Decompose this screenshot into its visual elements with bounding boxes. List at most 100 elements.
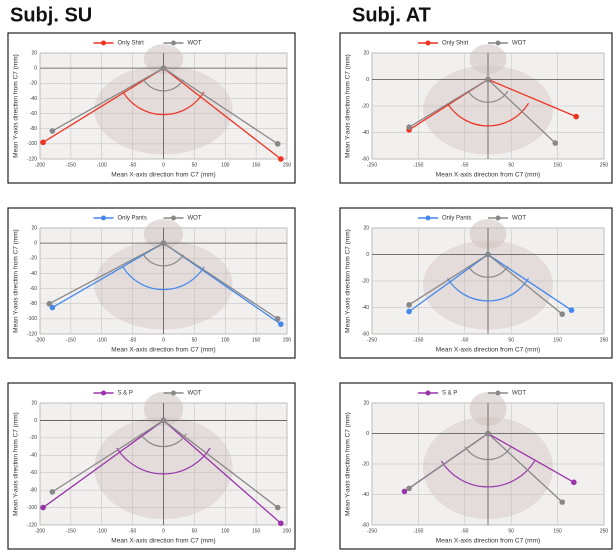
- legend-label: WOT: [512, 216, 526, 222]
- data-point: [278, 156, 284, 162]
- x-tick-label: -150: [66, 337, 76, 343]
- y-tick-label: 20: [363, 50, 369, 56]
- x-tick-label: -50: [129, 337, 136, 343]
- x-tick-label: -50: [461, 337, 468, 343]
- x-tick-label: 50: [192, 162, 198, 168]
- legend-label: Only Pants: [118, 216, 147, 222]
- x-tick-label: -100: [97, 337, 107, 343]
- legend-marker: [171, 216, 176, 221]
- x-tick-label: -250: [367, 528, 377, 534]
- legend-label: Only Shirt: [118, 41, 145, 47]
- data-point: [402, 489, 408, 495]
- x-tick-label: 50: [508, 337, 514, 343]
- x-tick-label: -150: [66, 162, 76, 168]
- x-tick-label: -150: [413, 528, 423, 534]
- legend-marker: [101, 216, 106, 221]
- y-tick-label: -60: [30, 286, 37, 292]
- x-tick-label: 0: [162, 337, 165, 343]
- data-point: [573, 114, 579, 120]
- x-tick-label: -150: [66, 528, 76, 534]
- x-tick-label: -150: [413, 162, 423, 168]
- chart-panel: 200-20-40-60-250-150-5050150250Mean X-ax…: [340, 383, 612, 549]
- y-tick-label: 20: [363, 225, 369, 231]
- data-point: [275, 141, 281, 147]
- data-point: [406, 302, 412, 308]
- x-tick-label: 250: [600, 162, 609, 168]
- x-tick-label: -250: [367, 337, 377, 343]
- y-tick-label: -20: [30, 256, 37, 262]
- data-point: [50, 128, 56, 134]
- y-tick-label: -40: [30, 453, 37, 459]
- x-axis-label: Mean X-axis direction from C7 (mm): [436, 538, 540, 545]
- data-point: [278, 321, 284, 327]
- y-tick-label: -40: [362, 305, 369, 311]
- y-tick-label: 20: [31, 225, 37, 231]
- x-tick-label: -50: [129, 528, 136, 534]
- chart-panel: 200-20-40-60-80-100-120-200-150-100-5005…: [8, 208, 295, 358]
- y-tick-label: -100: [27, 505, 37, 511]
- y-tick-label: -20: [362, 278, 369, 284]
- data-point: [485, 431, 491, 437]
- x-tick-label: 100: [221, 528, 230, 534]
- x-tick-label: -200: [35, 528, 45, 534]
- x-tick-label: 250: [600, 337, 609, 343]
- x-axis-label: Mean X-axis direction from C7 (mm): [111, 172, 215, 179]
- y-tick-label: 0: [34, 65, 37, 71]
- y-tick-label: -60: [30, 111, 37, 117]
- y-axis-label: Mean Y-axis direction from C7 (mm): [345, 54, 352, 158]
- x-tick-label: -200: [35, 337, 45, 343]
- legend-label: S & P: [442, 391, 457, 397]
- x-tick-label: 200: [283, 337, 292, 343]
- y-tick-label: 20: [363, 400, 369, 406]
- x-tick-label: 200: [283, 162, 292, 168]
- y-tick-label: 0: [366, 431, 369, 437]
- data-point: [569, 307, 575, 313]
- y-tick-label: -20: [362, 103, 369, 109]
- x-tick-label: 50: [192, 528, 198, 534]
- data-point: [46, 301, 52, 307]
- y-tick-label: 20: [31, 400, 37, 406]
- chart-panel: 200-20-40-60-250-150-5050150250Mean X-ax…: [340, 208, 612, 358]
- y-axis-label: Mean Y-axis direction from C7 (mm): [13, 412, 20, 516]
- x-axis-label: Mean X-axis direction from C7 (mm): [111, 347, 215, 354]
- data-point: [406, 309, 412, 315]
- y-tick-label: -20: [30, 81, 37, 87]
- x-tick-label: 150: [553, 528, 562, 534]
- y-tick-label: -40: [362, 130, 369, 136]
- x-tick-label: -50: [461, 528, 468, 534]
- y-tick-label: -40: [362, 492, 369, 498]
- legend-label: WOT: [188, 216, 202, 222]
- x-tick-label: 0: [162, 162, 165, 168]
- y-tick-label: 0: [34, 418, 37, 424]
- data-point: [275, 505, 281, 511]
- data-point: [50, 489, 56, 495]
- legend-label: S & P: [118, 391, 133, 397]
- y-tick-label: -80: [30, 487, 37, 493]
- x-tick-label: 150: [252, 162, 261, 168]
- y-axis-label: Mean Y-axis direction from C7 (mm): [345, 412, 352, 516]
- x-tick-label: -250: [367, 162, 377, 168]
- y-tick-label: 0: [34, 240, 37, 246]
- data-point: [406, 486, 412, 492]
- y-tick-label: -100: [27, 316, 37, 322]
- x-tick-label: 50: [508, 162, 514, 168]
- legend-marker: [426, 391, 431, 396]
- x-tick-label: 50: [192, 337, 198, 343]
- data-point: [485, 252, 491, 258]
- y-axis-label: Mean Y-axis direction from C7 (mm): [13, 229, 20, 333]
- y-tick-label: -80: [30, 126, 37, 132]
- data-point: [275, 316, 281, 322]
- y-tick-label: -40: [30, 96, 37, 102]
- legend-marker: [426, 216, 431, 221]
- legend-label: WOT: [512, 391, 526, 397]
- x-tick-label: -50: [129, 162, 136, 168]
- x-tick-label: 0: [162, 528, 165, 534]
- legend-marker: [426, 41, 431, 46]
- x-tick-label: -150: [413, 337, 423, 343]
- x-tick-label: 100: [221, 162, 230, 168]
- legend-marker: [171, 391, 176, 396]
- x-tick-label: -50: [461, 162, 468, 168]
